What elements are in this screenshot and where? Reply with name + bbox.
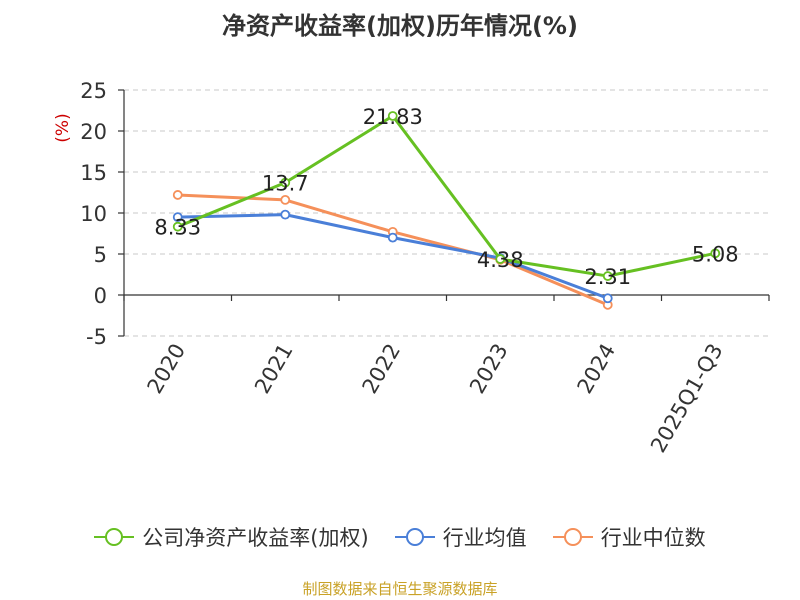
data-point bbox=[172, 190, 183, 200]
data-point bbox=[280, 209, 291, 220]
legend-item-company-roe[interactable]: 公司净资产收益率(加权) bbox=[94, 522, 369, 552]
data-point bbox=[602, 271, 613, 281]
y-tick-label: 15 bbox=[80, 161, 107, 185]
data-point bbox=[280, 194, 291, 205]
y-tick-label: 10 bbox=[80, 202, 107, 226]
data-point bbox=[172, 221, 183, 232]
data-label: 5.08 bbox=[692, 242, 739, 266]
data-label: 21.83 bbox=[363, 105, 423, 129]
y-tick-label: 0 bbox=[94, 284, 107, 308]
x-tick-label: 2021 bbox=[250, 340, 298, 398]
data-point bbox=[495, 254, 506, 264]
legend-label: 行业均值 bbox=[442, 526, 527, 550]
data-point bbox=[387, 232, 398, 243]
x-tick-label: 2023 bbox=[465, 340, 513, 398]
legend: 公司净资产收益率(加权) 行业均值 行业中位数 bbox=[0, 520, 800, 554]
y-tick-label: -5 bbox=[86, 325, 107, 349]
data-point bbox=[280, 177, 291, 188]
x-tick-label: 2024 bbox=[573, 340, 621, 398]
data-point bbox=[710, 248, 721, 259]
legend-line-circle-icon bbox=[94, 528, 135, 546]
series-layer bbox=[172, 111, 721, 310]
data-label: 4.38 bbox=[477, 248, 524, 272]
legend-label: 公司净资产收益率(加权) bbox=[142, 526, 369, 550]
data-point bbox=[172, 212, 183, 223]
y-tick-label: 5 bbox=[94, 243, 107, 267]
data-point bbox=[602, 293, 613, 304]
x-tick-label: 2022 bbox=[358, 340, 406, 398]
series-line bbox=[177, 193, 609, 307]
data-label: 8.33 bbox=[154, 216, 201, 240]
legend-line-circle-icon bbox=[394, 528, 435, 546]
y-axis-title: (%) bbox=[53, 113, 73, 142]
label-layer: 8.33 13.7 21.83 4.38 2.31 5.08 bbox=[154, 105, 738, 289]
legend-item-industry-median[interactable]: 行业中位数 bbox=[552, 522, 706, 552]
source-note: 制图数据来自恒生聚源数据库 bbox=[302, 580, 498, 598]
axis-layer: 25 20 15 10 5 0 -5 (%) 2020 2021 2022 2023 2024 2025Q… bbox=[53, 79, 770, 457]
legend-line-circle-icon bbox=[552, 528, 593, 546]
data-label: 13.7 bbox=[262, 172, 309, 196]
chart-title: 净资产收益率(加权)历年情况(%) bbox=[222, 12, 578, 40]
x-tick-label: 2025Q1-Q3 bbox=[646, 340, 728, 457]
y-tick-label: 25 bbox=[80, 79, 107, 103]
x-tick-label: 2020 bbox=[143, 340, 191, 398]
legend-item-industry-mean[interactable]: 行业均值 bbox=[394, 522, 527, 552]
series-line bbox=[177, 114, 716, 278]
data-label: 2.31 bbox=[584, 265, 631, 289]
y-tick-label: 20 bbox=[80, 120, 107, 144]
legend-label: 行业中位数 bbox=[600, 526, 706, 550]
data-point bbox=[387, 111, 398, 121]
